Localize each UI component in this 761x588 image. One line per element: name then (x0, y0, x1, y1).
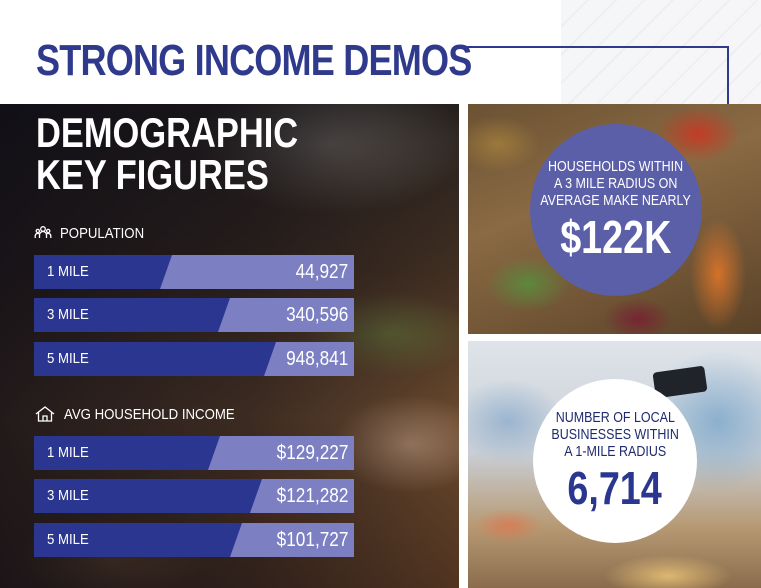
header-rule-vertical (727, 46, 729, 104)
population-row-1-mile: 1 MILE 44,927 (34, 255, 354, 289)
callout-line: HOUSEHOLDS WITHIN (548, 158, 684, 175)
local-businesses-value: 6,714 (567, 461, 663, 514)
callout-line: A 1-MILE RADIUS (564, 443, 666, 460)
row-value: 948,841 (285, 348, 348, 370)
households-income-value: $122K (560, 210, 672, 263)
page-title: STRONG INCOME DEMOS (36, 36, 472, 85)
income-row-3-mile: 3 MILE $121,282 (34, 479, 354, 513)
row-value: $129,227 (276, 442, 348, 464)
row-label: 3 MILE (47, 487, 89, 504)
row-label: 3 MILE (47, 306, 89, 323)
households-income-callout: HOUSEHOLDS WITHIN A 3 MILE RADIUS ON AVE… (530, 124, 702, 296)
population-row-3-mile: 3 MILE 340,596 (34, 298, 354, 332)
callout-line: A 3 MILE RADIUS ON (554, 175, 678, 192)
row-label: 1 MILE (47, 444, 89, 461)
section-title: DEMOGRAPHIC KEY FIGURES (36, 112, 298, 196)
row-value: $121,282 (276, 485, 348, 507)
callout-line: BUSINESSES WITHIN (551, 426, 679, 443)
section-title-line2: KEY FIGURES (36, 151, 269, 198)
income-label: AVG HOUSEHOLD INCOME (64, 405, 235, 423)
income-row-5-mile: 5 MILE $101,727 (34, 523, 354, 557)
callout-line: NUMBER OF LOCAL (555, 409, 675, 426)
local-businesses-callout: NUMBER OF LOCAL BUSINESSES WITHIN A 1-MI… (533, 379, 697, 543)
header-rule (458, 46, 728, 48)
header-pattern (561, 0, 761, 104)
population-label: POPULATION (60, 224, 145, 242)
people-icon (34, 224, 52, 242)
income-heading: AVG HOUSEHOLD INCOME (34, 405, 258, 423)
row-label: 5 MILE (47, 350, 89, 367)
population-row-5-mile: 5 MILE 948,841 (34, 342, 354, 376)
row-value: $101,727 (276, 529, 348, 551)
callout-line: AVERAGE MAKE NEARLY (540, 192, 692, 209)
row-label: 1 MILE (47, 263, 89, 280)
row-label: 5 MILE (47, 531, 89, 548)
row-value: 340,596 (285, 304, 348, 326)
section-title-line1: DEMOGRAPHIC (36, 109, 299, 156)
income-row-1-mile: 1 MILE $129,227 (34, 436, 354, 470)
house-icon (34, 405, 56, 423)
row-value: 44,927 (295, 261, 348, 283)
population-heading: POPULATION (34, 224, 156, 242)
